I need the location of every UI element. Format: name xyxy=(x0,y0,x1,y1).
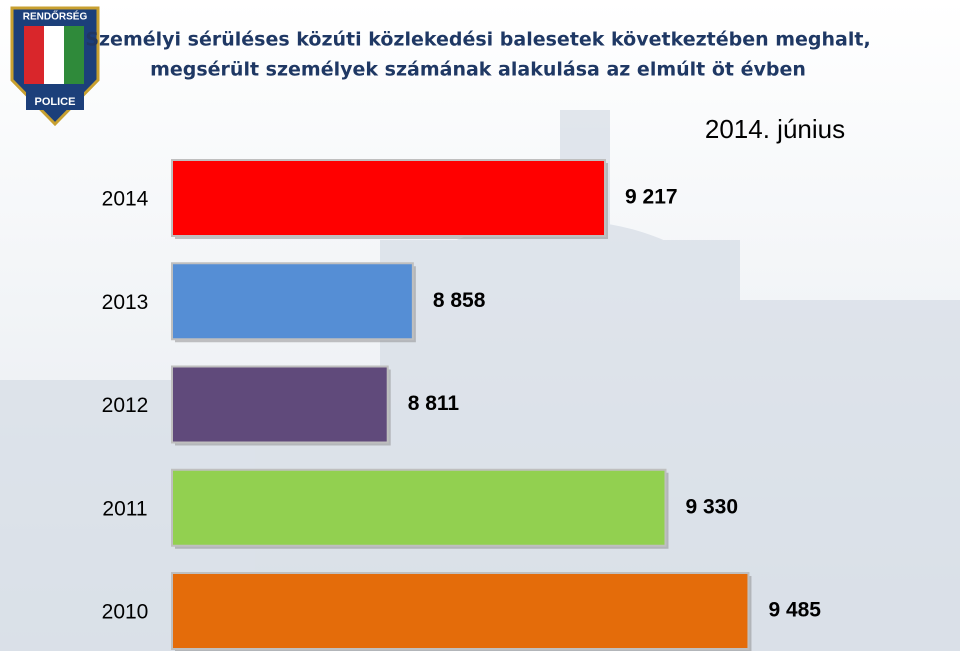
bar xyxy=(171,262,414,341)
category-label: 2014 xyxy=(102,188,149,211)
chart-subtitle: 2014. június xyxy=(705,114,845,144)
category-label: 2013 xyxy=(102,291,149,314)
value-label: 8 858 xyxy=(433,289,486,312)
category-label: 2010 xyxy=(102,601,149,624)
logo-top-text: RENDŐRSÉG xyxy=(23,10,88,23)
bar xyxy=(171,468,667,547)
police-logo: RENDŐRSÉG POLICE xyxy=(10,6,100,127)
bar xyxy=(171,572,750,650)
bar xyxy=(171,365,389,444)
category-label: 2011 xyxy=(102,497,147,520)
chart-title: megsérült személyek számának alakulása a… xyxy=(150,59,806,81)
bar xyxy=(171,159,607,237)
value-label: 8 811 xyxy=(408,392,460,415)
value-label: 9 330 xyxy=(685,495,738,518)
value-label: 9 485 xyxy=(768,599,821,622)
category-label: 2012 xyxy=(102,394,149,417)
logo-bottom-text: POLICE xyxy=(35,96,76,108)
value-label: 9 217 xyxy=(625,186,678,209)
chart-title: Személyi sérüléses közúti közlekedési ba… xyxy=(85,29,870,51)
